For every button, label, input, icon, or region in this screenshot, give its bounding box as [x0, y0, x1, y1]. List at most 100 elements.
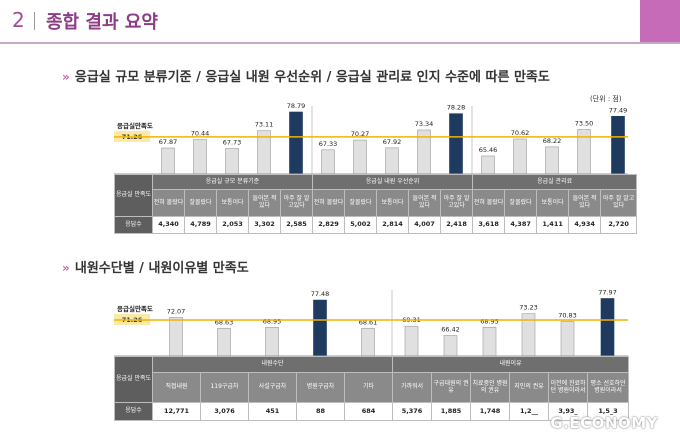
respondent-count: 12,771	[152, 402, 201, 421]
category-header: 가까워서	[392, 372, 433, 403]
bar	[289, 111, 303, 175]
group-header: 내원이유	[392, 356, 630, 373]
category-header: 들어본 적 있다	[248, 189, 281, 217]
chart-1: 응급실만족도71.2667.8770.4467.7373.1178.7967.3…	[114, 102, 628, 175]
bar	[321, 149, 335, 175]
bar-value-label: 72.07	[167, 307, 186, 315]
bar	[443, 335, 458, 356]
category-header: 전혀 몰랐다	[312, 189, 346, 217]
respondent-count: 3,618	[472, 216, 506, 234]
respondent-count: 2,814	[376, 216, 410, 234]
bar	[353, 139, 367, 175]
category-header: 평소 선호하던 병원이라서	[587, 372, 630, 403]
category-header: 이전에 진료하던 병원이라서	[548, 372, 589, 403]
category-header: 직접내원	[152, 372, 201, 403]
respondent-count: 4,934	[568, 216, 602, 234]
respondent-count: 451	[248, 402, 297, 421]
category-header: 보통이다	[216, 189, 249, 217]
respondent-count: 2,585	[279, 216, 314, 234]
category-header: 들어본 적 있다	[568, 189, 602, 217]
bar-value-label: 70.44	[191, 130, 210, 138]
bar-value-label: 77.49	[609, 106, 628, 114]
page-title: 종합 결과 요약	[46, 12, 158, 33]
respondent-count: 2,720	[600, 216, 638, 234]
bar-value-label: 78.28	[447, 104, 466, 112]
category-header: 잘몰랐다	[504, 189, 538, 217]
bar-value-label: 68.95	[263, 317, 282, 325]
reference-line-label: 응급실만족도	[117, 304, 153, 313]
respondent-count: 2,829	[312, 216, 346, 234]
bar	[169, 317, 183, 356]
bar-value-label: 78.79	[287, 102, 306, 110]
bar	[513, 138, 527, 175]
bar	[404, 325, 419, 356]
category-header: 전혀 몰랐다	[152, 189, 185, 217]
category-header: 보통이다	[536, 189, 570, 217]
respondent-count: 4,789	[184, 216, 217, 234]
category-header: 들어본 적 있다	[408, 189, 442, 217]
respondent-count: 5,376	[392, 402, 433, 421]
group-header: 응급실 규모 분류기준	[151, 174, 314, 190]
bar	[560, 321, 575, 356]
respondent-count: 3,076	[200, 402, 249, 421]
section1-heading: » 응급실 규모 분류기준 / 응급실 내원 우선순위 / 응급실 관리료 인지…	[62, 66, 550, 85]
page-header	[0, 0, 680, 44]
respondent-count: 4,007	[408, 216, 442, 234]
respondent-count: 5,002	[344, 216, 378, 234]
section-separator	[34, 12, 35, 30]
table-1: 응급실 만족도 응급실 규모 분류기준 응급실 내원 우선순위 응급실 관리료 …	[114, 174, 638, 234]
bar	[161, 147, 175, 175]
section-number: 2	[12, 8, 25, 32]
section2-title: 내원수단별 / 내원이유별 만족도	[74, 261, 249, 276]
bar-value-label: 67.92	[383, 138, 402, 146]
bar-value-label: 73.50	[575, 119, 594, 127]
category-header: 치료중인 병원의 권유	[470, 372, 511, 403]
category-header: 기타	[343, 372, 394, 403]
bar-value-label: 68.95	[480, 317, 499, 325]
category-header: 아주 잘 알고있다	[600, 189, 638, 217]
category-header: 구급대원의 권유	[431, 372, 472, 403]
bar	[385, 147, 399, 175]
bar	[193, 139, 207, 175]
table-2: 응급실 만족도 내원수단 내원이유 직접내원 119구급차 사설구급차 병원구급차 기타…	[114, 356, 630, 421]
section1-title: 응급실 규모 분류기준 / 응급실 내원 우선순위 / 응급실 관리료 인지 수…	[74, 70, 550, 85]
watermark-logo: G.ECONOMY	[550, 414, 658, 432]
bar	[611, 115, 625, 175]
bar-value-label: 77.48	[311, 290, 330, 298]
respondent-count: 88	[296, 402, 345, 421]
category-header: 보통이다	[376, 189, 410, 217]
respondent-count: 4,387	[504, 216, 538, 234]
row-header-count: 응답수	[114, 402, 153, 421]
bar-value-label: 66.42	[441, 325, 460, 333]
bar	[265, 327, 279, 356]
bar	[600, 298, 615, 356]
respondent-count: 1,748	[470, 402, 511, 421]
bar	[313, 299, 327, 356]
category-header: 아주 잘 알고있다	[279, 189, 314, 217]
respondent-count: 3,302	[248, 216, 281, 234]
bar-value-label: 77.97	[598, 290, 617, 296]
category-header: 잘몰랐다	[344, 189, 378, 217]
reference-line-label: 응급실만족도	[117, 121, 153, 130]
bar-value-label: 70.27	[351, 130, 370, 138]
header-accent-tab	[640, 0, 680, 44]
category-header: 119구급차	[200, 372, 249, 403]
respondent-count: 3,93_	[548, 402, 589, 421]
category-header: 전혀 몰랐다	[472, 189, 506, 217]
unit-label: (단위 : 점)	[590, 95, 622, 103]
bar	[449, 113, 463, 175]
respondent-count: 1,2__	[509, 402, 550, 421]
category-header: 사설구급차	[248, 372, 297, 403]
respondent-count: 4,340	[152, 216, 185, 234]
bar	[482, 327, 497, 356]
bar	[217, 328, 231, 356]
double-chevron-icon: »	[62, 261, 70, 275]
bar-value-label: 65.46	[479, 146, 498, 154]
respondent-count: 2,418	[440, 216, 474, 234]
respondent-count: 1,5_3	[587, 402, 630, 421]
bar-value-label: 68.63	[215, 318, 234, 326]
header-divider	[0, 42, 680, 44]
group-header: 응급실 관리료	[472, 174, 638, 190]
double-chevron-icon: »	[62, 70, 70, 84]
